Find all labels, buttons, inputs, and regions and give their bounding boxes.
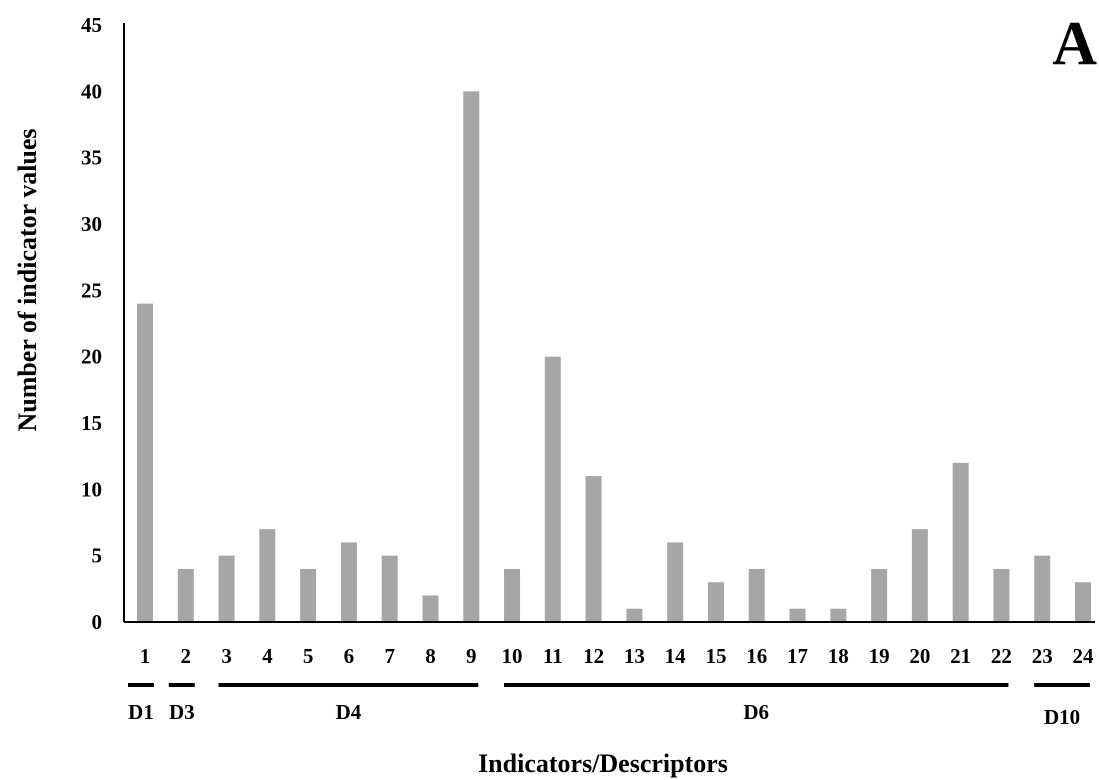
x-tick-label: 21: [950, 644, 971, 668]
x-tick-label: 14: [665, 644, 687, 668]
x-tick-label: 16: [746, 644, 767, 668]
descriptor-label-d10: D10: [1044, 705, 1080, 729]
x-tick-label: 2: [181, 644, 192, 668]
y-tick-label: 10: [81, 477, 102, 501]
x-tick-label: 4: [262, 644, 273, 668]
x-tick-label: 3: [221, 644, 232, 668]
x-tick-label: 18: [828, 644, 849, 668]
x-tick-label: 23: [1032, 644, 1053, 668]
x-tick-label: 19: [869, 644, 890, 668]
descriptor-label-d1: D1: [128, 700, 154, 724]
bar-5: [300, 568, 317, 622]
y-tick-label: 45: [81, 13, 102, 37]
x-tick-labels: 1 2 3 4 5 6 7 8 9 10 11 12 13 14 15 16 17 18 19 20 21 22 23 24: [140, 644, 1094, 668]
bar-1: [137, 303, 153, 622]
x-tick-label: 1: [140, 644, 151, 668]
y-tick-label: 20: [81, 345, 102, 369]
x-tick-label: 12: [583, 644, 604, 668]
descriptor-label-d6: D6: [743, 700, 769, 724]
bar-21: [952, 462, 969, 622]
x-tick-label: 7: [384, 644, 395, 668]
y-axis-label: Number of indicator values: [13, 128, 42, 431]
bar-11: [544, 356, 561, 622]
y-tick-label: 5: [92, 544, 103, 568]
bar-2: [177, 568, 194, 622]
bar-17: [789, 608, 806, 622]
bar-8: [422, 595, 439, 622]
panel-label: A: [1052, 10, 1097, 78]
bar-20: [911, 529, 928, 622]
descriptor-groups: D1 D3 D4 D6 D10: [128, 683, 1090, 729]
bar-13: [626, 608, 643, 622]
bar-16: [748, 568, 765, 622]
x-tick-label: 6: [344, 644, 355, 668]
bar-9: [463, 91, 480, 623]
y-tick-label: 35: [81, 146, 102, 170]
bar-14: [667, 542, 684, 622]
bar-10: [504, 568, 521, 622]
bar-19: [871, 568, 888, 622]
x-tick-label: 17: [787, 644, 808, 668]
bar-15: [707, 582, 724, 622]
y-tick-label: 30: [81, 212, 102, 236]
bar-12: [585, 476, 602, 622]
y-tick-label: 15: [81, 411, 102, 435]
bar-18: [830, 608, 847, 622]
y-tick-label: 25: [81, 278, 102, 302]
bar-6: [340, 542, 357, 622]
x-tick-label: 13: [624, 644, 645, 668]
x-axis-label: Indicators/Descriptors: [478, 749, 728, 778]
bar-3: [218, 555, 235, 622]
x-tick-label: 8: [425, 644, 436, 668]
x-tick-label: 11: [543, 644, 563, 668]
y-tick-labels: 0 5 10 15 20 25 30 35 40 45: [81, 13, 102, 634]
y-tick-label: 0: [92, 610, 103, 634]
bar-24: [1075, 582, 1091, 622]
x-tick-label: 5: [303, 644, 314, 668]
bar-4: [259, 529, 276, 622]
bar-7: [381, 555, 398, 622]
x-tick-label: 22: [991, 644, 1012, 668]
descriptor-label-d3: D3: [169, 700, 195, 724]
x-tick-label: 24: [1073, 644, 1095, 668]
y-tick-label: 40: [81, 79, 102, 103]
bars-group: [137, 91, 1091, 623]
bar-22: [993, 568, 1010, 622]
x-tick-label: 20: [909, 644, 930, 668]
x-tick-label: 10: [502, 644, 523, 668]
x-tick-label: 9: [466, 644, 477, 668]
descriptor-label-d4: D4: [336, 700, 362, 724]
bar-23: [1034, 555, 1051, 622]
x-tick-label: 15: [705, 644, 726, 668]
